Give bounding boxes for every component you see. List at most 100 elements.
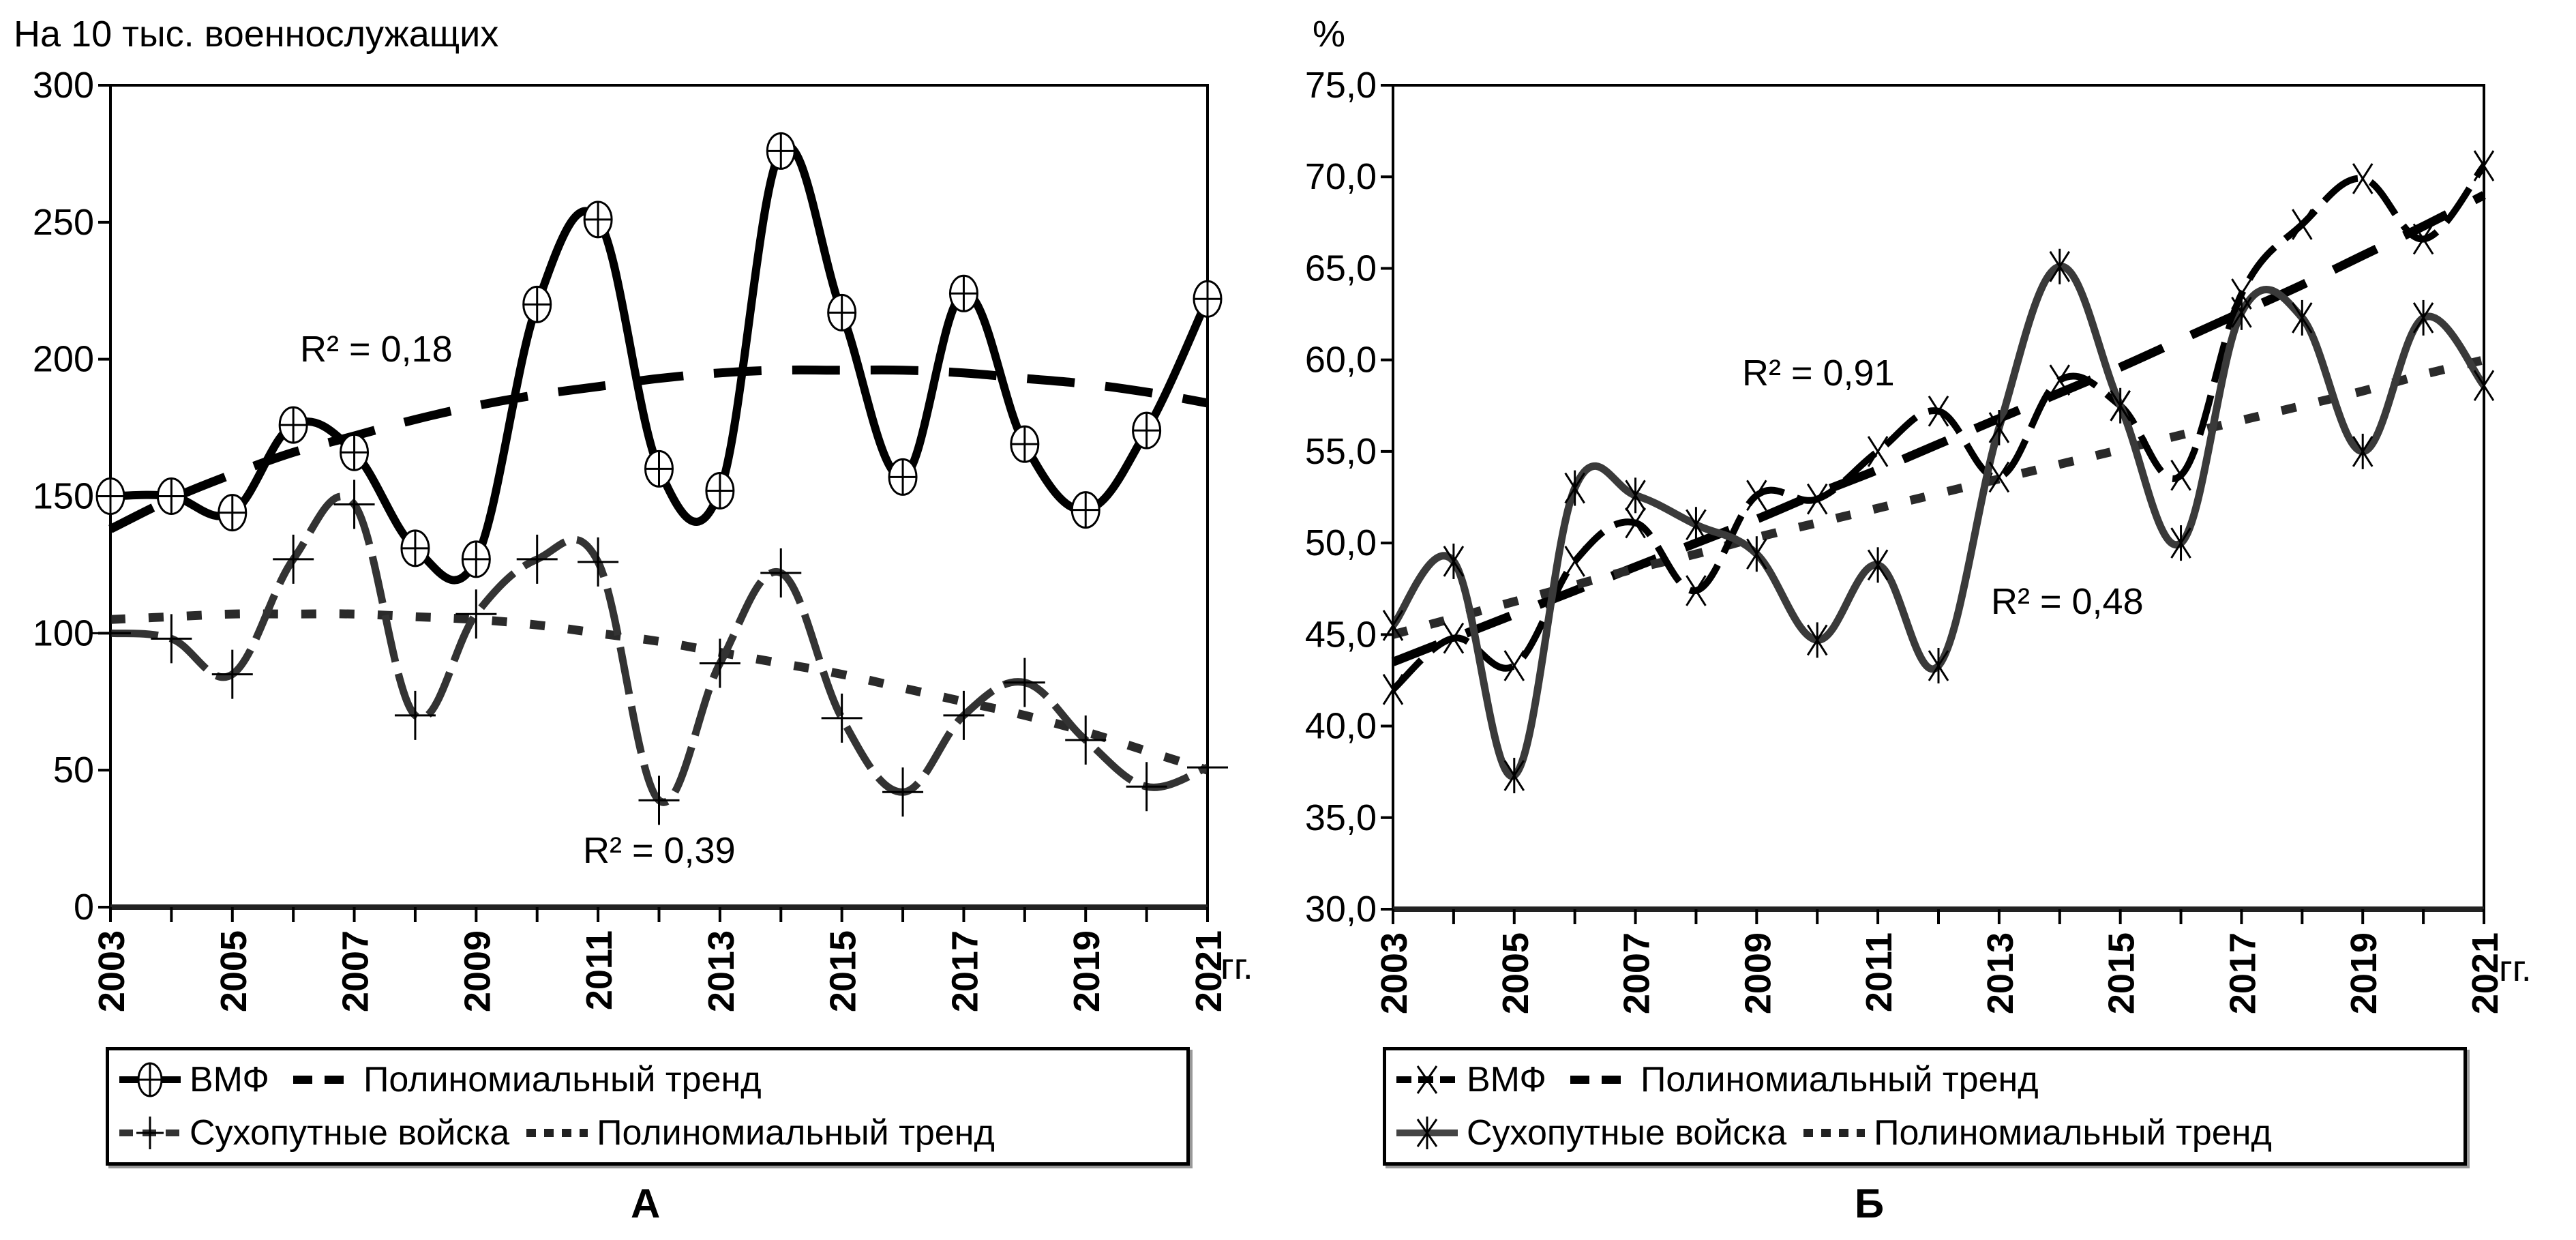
y-axis-label: %	[1313, 14, 1345, 55]
data-point-asterisk	[2231, 294, 2252, 330]
x-tick-label: 2013	[701, 930, 742, 1012]
data-point-asterisk	[2352, 433, 2373, 469]
data-point-plus	[1126, 762, 1167, 812]
x-tick-label: 2013	[1980, 932, 2021, 1014]
marker-stroke	[2292, 209, 2313, 240]
panel-label-a: А	[631, 1181, 661, 1226]
x-tick-label: 2003	[91, 930, 132, 1012]
data-point-asterisk	[1382, 607, 1404, 643]
legend-row-ground: Сухопутные войска Полиномиальный тренд	[1393, 1106, 2457, 1160]
data-point-asterisk	[2412, 299, 2434, 336]
legend-row-vmf: ВМФ Полиномиальный тренд	[116, 1053, 1180, 1106]
marker-stroke	[1806, 483, 1828, 515]
y-tick-label: 200	[33, 339, 94, 380]
y-tick-label: 100	[33, 612, 94, 653]
data-point-circle-plus	[766, 132, 796, 170]
data-point-asterisk	[2110, 387, 2131, 424]
dotted-line-icon	[1800, 1112, 1868, 1153]
data-point-circle-plus	[461, 540, 491, 578]
y-tick-label: 70,0	[1305, 156, 1377, 197]
data-point-circle-plus	[400, 529, 430, 567]
circle-plus-marker-icon	[116, 1059, 184, 1100]
y-tick-label: 75,0	[1305, 65, 1377, 106]
y-tick-label: 50,0	[1305, 522, 1377, 563]
plus-marker-icon	[116, 1112, 184, 1153]
legend-a: ВМФ Полиномиальный тренд Сухопутные войс…	[106, 1047, 1190, 1166]
data-point-circle-plus	[340, 433, 370, 471]
dotted-line-icon	[523, 1112, 591, 1153]
data-point-asterisk	[1686, 507, 1707, 543]
marker-stroke	[1867, 436, 1889, 467]
data-point-x	[2473, 150, 2495, 181]
y-tick-label: 50	[53, 750, 94, 791]
series-line-0	[110, 142, 1212, 585]
x-tick-label: 2017	[2222, 932, 2263, 1014]
data-point-circle-plus	[583, 201, 613, 239]
data-point-circle-plus	[827, 293, 857, 331]
data-point-circle-plus	[1010, 425, 1040, 463]
legend-label: ВМФ	[1467, 1060, 1546, 1099]
data-point-asterisk	[1867, 547, 1889, 583]
data-point-plus	[943, 690, 985, 740]
data-point-asterisk	[1503, 758, 1525, 794]
x-tick-label: 2007	[1617, 932, 1658, 1014]
data-point-x	[2049, 364, 2071, 396]
y-tick-label: 55,0	[1305, 431, 1377, 472]
data-point-asterisk	[2292, 299, 2313, 336]
legend-row-vmf: ВМФ Полиномиальный тренд	[1393, 1053, 2457, 1106]
legend-label: Полиномиальный тренд	[1874, 1113, 2272, 1153]
data-point-asterisk	[1625, 477, 1646, 514]
r2-annotation: R² = 0,39	[583, 830, 736, 871]
data-point-asterisk	[1746, 536, 1767, 572]
data-point-x	[1686, 575, 1707, 606]
legend-row-ground: Сухопутные войска Полиномиальный тренд	[116, 1106, 1180, 1160]
y-tick-label: 150	[33, 476, 94, 517]
data-point-x	[1443, 622, 1465, 654]
plot-frame-b	[1392, 84, 2485, 911]
long-dash-line-icon	[1567, 1059, 1635, 1100]
x-tick-label: 2021	[1188, 930, 1229, 1012]
marker-stroke	[2049, 364, 2071, 396]
y-tick-label: 300	[33, 65, 94, 106]
long-dash-line-icon	[290, 1059, 358, 1100]
y-tick-label: 250	[33, 202, 94, 243]
y-tick-label: 30,0	[1305, 889, 1377, 930]
series-line-1	[1390, 263, 2487, 780]
data-point-x	[1746, 479, 1767, 512]
data-point-plus	[211, 649, 253, 699]
data-point-asterisk	[1564, 470, 1585, 506]
data-point-asterisk	[1806, 622, 1828, 658]
x-unit-label: гг.	[1220, 946, 1253, 987]
data-point-plus	[578, 537, 619, 587]
y-tick-label: 65,0	[1305, 248, 1377, 289]
data-point-circle-plus	[278, 406, 308, 444]
marker-stroke	[1503, 650, 1525, 681]
data-point-circle-plus	[95, 477, 125, 515]
data-point-x	[1988, 461, 2010, 493]
marker-stroke	[2170, 459, 2191, 491]
marker-stroke	[2352, 163, 2373, 194]
series-line-0	[1390, 163, 2487, 692]
r2-annotation: R² = 0,18	[300, 329, 453, 370]
data-point-plus	[273, 534, 314, 584]
data-point-circle-plus	[522, 285, 552, 323]
marker-stroke	[1928, 396, 1949, 427]
data-point-x	[1625, 507, 1646, 539]
legend-label: ВМФ	[190, 1060, 269, 1099]
marker-stroke	[1686, 575, 1707, 606]
r2-annotation: R² = 0,48	[1991, 581, 2144, 622]
data-point-circle-plus	[218, 494, 248, 532]
data-point-asterisk	[2170, 525, 2191, 561]
marker-stroke	[1564, 546, 1585, 577]
data-point-plus	[1187, 743, 1228, 793]
marker-stroke	[2412, 223, 2434, 255]
data-point-x	[2170, 459, 2191, 491]
data-point-x	[1503, 650, 1525, 681]
data-point-x	[1867, 436, 1889, 467]
asterisk-marker-icon	[1393, 1112, 1461, 1153]
x-tick-label: 2007	[335, 930, 376, 1012]
legend-b: ВМФ Полиномиальный тренд Сухопутные войс…	[1383, 1047, 2467, 1166]
x-tick-label: 2019	[2343, 932, 2384, 1014]
data-point-circle-plus	[705, 471, 735, 510]
x-tick-label: 2009	[457, 930, 498, 1012]
